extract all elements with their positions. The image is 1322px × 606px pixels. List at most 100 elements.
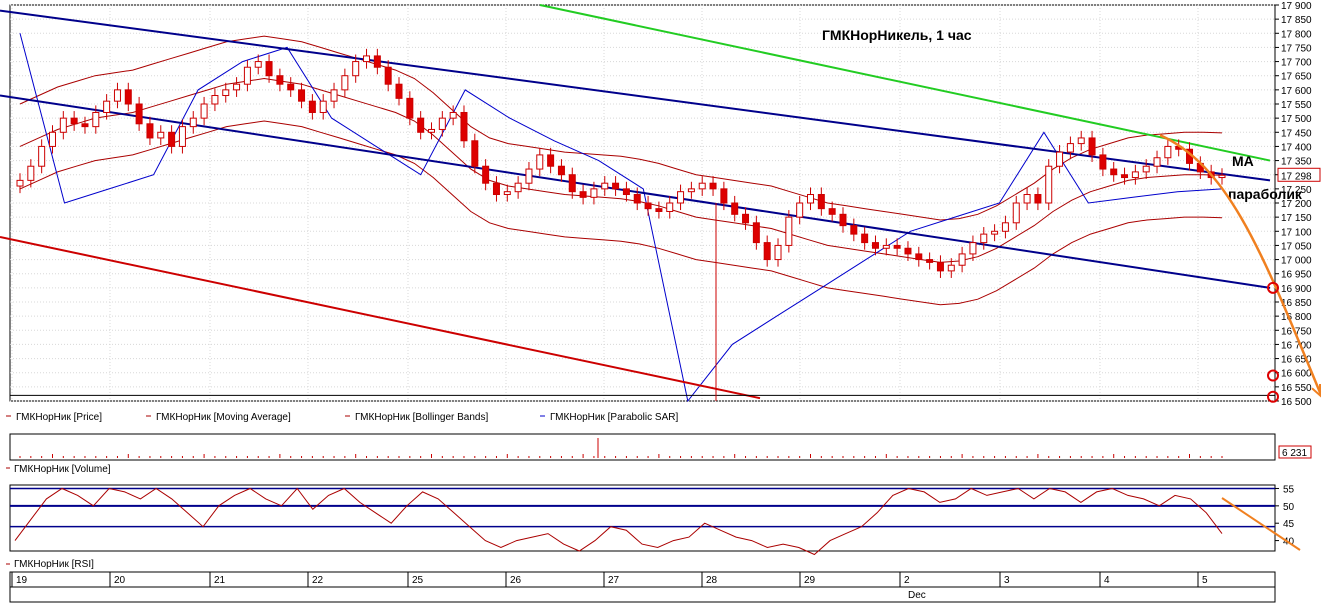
x-tick-label: 27 — [608, 575, 620, 586]
candle-body — [590, 188, 598, 198]
y-tick-label: 17 150 — [1281, 213, 1312, 224]
candle-body — [319, 100, 327, 113]
y-tick-label: 17 250 — [1281, 185, 1312, 196]
candle-body — [536, 154, 544, 170]
candle-body — [915, 253, 923, 261]
rsi-tick-label: 45 — [1283, 519, 1295, 530]
candle-body — [612, 182, 620, 190]
x-tick-label: 19 — [16, 575, 28, 586]
candle-body — [308, 100, 316, 113]
candle-body — [926, 259, 934, 263]
y-tick-label: 16 850 — [1281, 298, 1312, 309]
candle-body — [796, 202, 804, 218]
volume-legend: ГМКНорНик [Volume] — [14, 464, 111, 475]
bollinger-bands — [19, 33, 1223, 403]
rsi-lines — [10, 487, 1275, 556]
candle-body — [38, 145, 46, 167]
price-legend: ГМКНорНик [Price] ГМКНорНик [Moving Avera… — [6, 412, 678, 423]
y-tick-label: 17 100 — [1281, 227, 1312, 238]
candle-body — [720, 188, 728, 204]
candle-body — [557, 165, 565, 176]
time-labels: 19 20 21 22 25 26 27 28 29 2 3 4 5 — [11, 572, 1208, 587]
candle-body — [601, 182, 609, 190]
y-tick-label: 16 650 — [1281, 355, 1312, 366]
candle-body — [677, 191, 685, 204]
candle-body — [763, 242, 771, 261]
candle-body — [1142, 165, 1150, 173]
channel-lower-line — [0, 235, 761, 400]
candle-body — [1034, 194, 1042, 204]
candle-body — [774, 244, 782, 261]
candle-body — [644, 202, 652, 210]
annotation-ma: MA — [1232, 153, 1254, 169]
candle-body — [178, 126, 186, 147]
candle-body — [103, 100, 111, 113]
y-tick-label: 17 200 — [1281, 199, 1312, 210]
candle-body — [1077, 137, 1085, 145]
y-tick-label: 17 050 — [1281, 241, 1312, 252]
candle-body — [980, 233, 988, 244]
forecast-overlay — [1159, 133, 1322, 551]
y-tick-label: 16 700 — [1281, 340, 1312, 351]
candle-body — [124, 89, 132, 105]
candle-body — [438, 117, 446, 130]
y-tick-label: 17 450 — [1281, 128, 1312, 139]
candle-body — [330, 89, 338, 102]
candle-body — [211, 95, 219, 105]
x-tick-label: 25 — [412, 575, 424, 586]
y-tick-label: 17 000 — [1281, 256, 1312, 267]
candle-body — [633, 194, 641, 204]
candle-body — [48, 131, 56, 147]
volume-bars — [19, 438, 1223, 458]
rsi-legend: ГМКНорНик [RSI] — [14, 559, 94, 570]
candle-body — [1088, 137, 1096, 156]
candle-body — [168, 131, 176, 147]
candle-body — [233, 83, 241, 91]
candle-body — [113, 89, 121, 102]
x-tick-label: 22 — [312, 575, 324, 586]
candle-body — [1164, 145, 1172, 159]
candle-body — [807, 194, 815, 204]
volume-panel: 6 231 ГМКНорНик [Volume] — [6, 433, 1312, 475]
rsi-tick-label: 50 — [1283, 502, 1295, 513]
candle-body — [568, 174, 576, 193]
candle-body — [492, 182, 500, 196]
candle-body — [709, 182, 717, 190]
candle-body — [287, 83, 295, 91]
parabolic-sar-line — [19, 33, 1223, 403]
forecast-arrowhead — [1311, 384, 1321, 398]
candle-body — [384, 66, 392, 85]
candle-body — [893, 244, 901, 249]
price-candles — [16, 48, 1226, 401]
month-label: Dec — [908, 590, 926, 601]
x-tick-label: 5 — [1202, 575, 1208, 586]
candle-body — [254, 61, 262, 68]
candle-body — [1001, 222, 1009, 232]
candle-body — [395, 83, 403, 99]
candle-body — [991, 230, 999, 235]
y-tick-label: 16 550 — [1281, 383, 1312, 394]
candle-body — [1110, 168, 1118, 176]
x-tick-label: 21 — [214, 575, 226, 586]
last-price-label: 17 298 — [1281, 171, 1312, 182]
candle-body — [341, 75, 349, 91]
moving-average-line — [19, 77, 1223, 263]
annotation-parabolic: параболик — [1228, 186, 1303, 202]
price-panel: 16 500 16 550 16 600 16 650 16 700 16 750 16 8… — [0, 1, 1321, 408]
y-tick-label: 16 500 — [1281, 397, 1312, 408]
candle-body — [947, 264, 955, 272]
candle-body — [861, 233, 869, 244]
y-tick-label: 17 500 — [1281, 114, 1312, 125]
volume-last-value: 6 231 — [1282, 448, 1307, 459]
y-tick-label: 17 650 — [1281, 72, 1312, 83]
candle-body — [969, 242, 977, 255]
candle-body — [882, 244, 890, 249]
y-tick-label: 17 600 — [1281, 86, 1312, 97]
candle-body — [742, 213, 750, 224]
candle-body — [373, 55, 381, 68]
price-grid — [10, 4, 1275, 402]
candle-body — [1121, 174, 1129, 179]
y-tick-label: 17 400 — [1281, 142, 1312, 153]
